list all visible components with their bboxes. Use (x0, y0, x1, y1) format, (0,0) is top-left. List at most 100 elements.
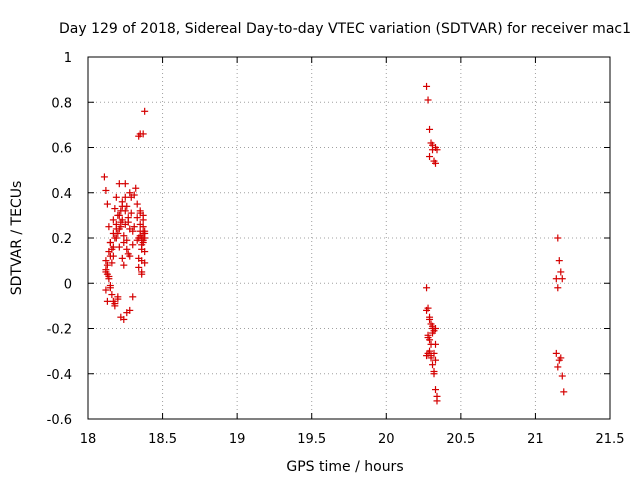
x-tick-label: 18.5 (148, 432, 177, 447)
data-point (120, 261, 128, 269)
x-tick-label: 20.5 (446, 432, 475, 447)
data-point (552, 349, 560, 357)
data-point (133, 200, 141, 208)
data-point (126, 189, 134, 197)
data-point (141, 107, 149, 115)
data-point (432, 356, 440, 364)
data-point (429, 141, 437, 149)
data-point (135, 254, 143, 262)
chart-title: Day 129 of 2018, Sidereal Day-to-day VTE… (59, 21, 631, 37)
data-point (118, 216, 126, 224)
data-point (554, 234, 562, 242)
data-point (106, 239, 114, 247)
data-point (103, 297, 111, 305)
data-point (139, 223, 147, 231)
data-point (136, 207, 144, 215)
data-point (129, 241, 137, 249)
data-point (103, 200, 111, 208)
data-point (105, 275, 113, 283)
data-point (108, 291, 116, 299)
data-point (430, 367, 438, 375)
data-point (423, 306, 431, 314)
y-tick-label: -0.4 (47, 368, 72, 383)
data-point (136, 130, 144, 138)
data-point (100, 173, 108, 181)
data-point (126, 306, 134, 314)
data-point (133, 236, 141, 244)
data-point (132, 184, 140, 192)
data-point (424, 96, 432, 104)
y-axis: -0.6 -0.4 -0.2 0 0.2 0.4 0.6 0.8 1 (47, 51, 610, 428)
data-point (127, 209, 135, 217)
data-point (133, 214, 141, 222)
data-point (141, 234, 149, 242)
data-point (129, 227, 137, 235)
data-point (103, 261, 111, 269)
data-point (121, 180, 129, 188)
y-tick-label: 1 (64, 51, 72, 66)
data-point (115, 180, 123, 188)
data-point (106, 282, 114, 290)
data-point (139, 216, 147, 224)
x-tick-label: 19 (229, 432, 246, 447)
data-point (558, 372, 566, 380)
y-tick-label: -0.2 (47, 323, 72, 338)
data-point (102, 286, 110, 294)
data-point (426, 315, 434, 323)
data-point (432, 159, 440, 167)
data-point (554, 363, 562, 371)
data-point (108, 259, 116, 267)
data-point (109, 229, 117, 237)
data-point (111, 205, 119, 213)
data-point (109, 243, 117, 251)
data-point (141, 259, 149, 267)
grid-lines (88, 57, 610, 419)
data-point (115, 243, 123, 251)
data-point (427, 352, 435, 360)
data-point (426, 125, 434, 133)
data-point (426, 347, 434, 355)
data-point (130, 223, 138, 231)
data-point (126, 252, 134, 260)
data-point (112, 220, 120, 228)
data-point (120, 232, 128, 240)
data-point (560, 388, 568, 396)
data-points (100, 82, 568, 405)
data-point (138, 268, 146, 276)
data-point (111, 300, 119, 308)
data-point (554, 284, 562, 292)
data-point (123, 245, 131, 253)
data-point (120, 315, 128, 323)
data-point (557, 268, 565, 276)
data-point (424, 334, 432, 342)
data-point (118, 202, 126, 210)
x-tick-label: 20 (378, 432, 395, 447)
x-tick-label: 18 (80, 432, 97, 447)
data-point (105, 248, 113, 256)
data-point (429, 322, 437, 330)
data-point (112, 193, 120, 201)
x-tick-label: 21 (527, 432, 544, 447)
data-point (105, 223, 113, 231)
data-point (135, 263, 143, 271)
data-point (557, 354, 565, 362)
data-point (114, 293, 122, 301)
data-point (432, 386, 440, 394)
data-point (139, 229, 147, 237)
data-point (121, 207, 129, 215)
y-tick-label: 0.8 (51, 96, 72, 111)
data-point (130, 191, 138, 199)
y-tick-label: 0.6 (51, 142, 72, 157)
data-point (423, 284, 431, 292)
data-point (102, 186, 110, 194)
x-axis-label: GPS time / hours (286, 459, 403, 475)
data-point (102, 266, 110, 274)
y-tick-label: 0.2 (51, 232, 72, 247)
x-axis: 18 18.5 19 19.5 20 20.5 21 21.5 (80, 57, 624, 447)
y-axis-label: SDTVAR / TECUs (9, 181, 25, 296)
data-point (120, 239, 128, 247)
data-point (121, 193, 129, 201)
data-point (426, 153, 434, 161)
